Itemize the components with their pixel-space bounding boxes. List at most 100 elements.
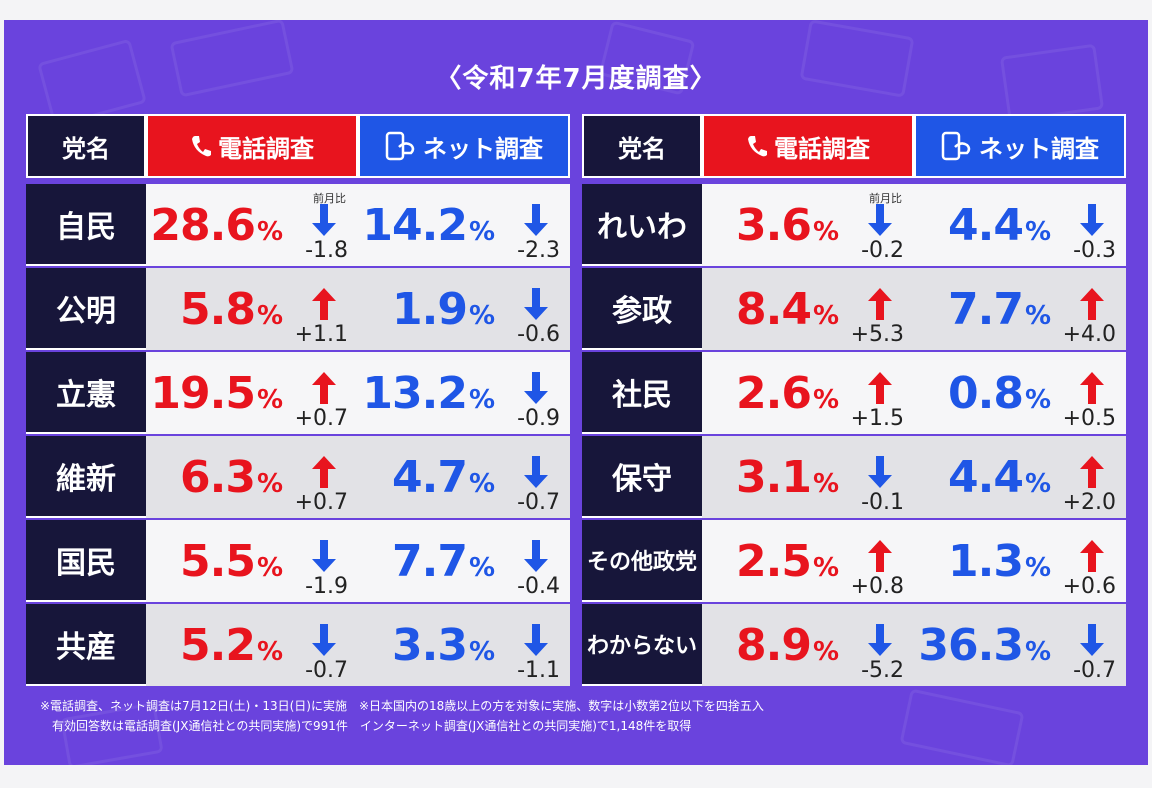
percent-unit: %	[812, 469, 839, 499]
percent-unit: %	[256, 637, 283, 667]
phone-value: 5.8%	[180, 288, 283, 332]
cell-net: 14.2% -2.3	[358, 184, 570, 266]
net-value: 7.7%	[948, 288, 1051, 332]
percent-unit: %	[1024, 217, 1051, 247]
net-value: 1.3%	[948, 540, 1051, 584]
percent-unit: %	[1024, 553, 1051, 583]
arrow-up-icon	[868, 288, 892, 320]
net-value-number: 4.7	[391, 452, 468, 503]
net-change: -0.4	[517, 574, 560, 599]
cell-net: 4.4% -0.3	[914, 184, 1126, 266]
phone-value-number: 5.5	[179, 536, 256, 587]
header-phone: 電話調査	[146, 114, 358, 178]
percent-unit: %	[468, 553, 495, 583]
percent-unit: %	[812, 217, 839, 247]
net-value-number: 14.2	[362, 200, 468, 251]
arrow-down-icon	[312, 624, 336, 656]
arrow-down-icon	[524, 456, 548, 488]
cell-net: 7.7% +4.0	[914, 268, 1126, 350]
cell-net: 1.9% -0.6	[358, 268, 570, 350]
net-change: -1.1	[517, 658, 560, 683]
phone-change: +1.5	[850, 406, 904, 431]
header-net-label: ネット調査	[423, 134, 543, 163]
net-value-number: 36.3	[918, 620, 1024, 671]
phone-value-number: 6.3	[179, 452, 256, 503]
net-change: +0.5	[1062, 406, 1116, 431]
header-net-label: ネット調査	[979, 134, 1099, 163]
phone-value-number: 28.6	[150, 200, 256, 251]
arrow-up-icon	[1080, 288, 1104, 320]
net-value: 1.9%	[392, 288, 495, 332]
percent-unit: %	[1024, 301, 1051, 331]
arrow-down-icon	[868, 624, 892, 656]
cell-net: 36.3% -0.7	[914, 604, 1126, 686]
arrow-down-icon	[312, 540, 336, 572]
arrow-down-icon	[868, 204, 892, 236]
phone-value: 8.4%	[736, 288, 839, 332]
header-phone-label: 電話調査	[218, 134, 314, 163]
percent-unit: %	[1024, 637, 1051, 667]
phone-change: -0.1	[861, 490, 904, 515]
percent-unit: %	[468, 469, 495, 499]
phone-value: 2.5%	[736, 540, 839, 584]
net-value-number: 3.3	[391, 620, 468, 671]
table-row: 参政 8.4% +5.3 7.7% +4.0	[582, 268, 1126, 352]
table-row: 自民 28.6% -1.8 前月比 14.2% -2.3	[26, 184, 570, 268]
net-value: 13.2%	[362, 372, 495, 416]
table-header: 党名 電話調査 ネット調査	[582, 114, 1126, 178]
phone-change: -5.2	[861, 658, 904, 683]
cell-phone: 2.5% +0.8	[702, 520, 914, 602]
table-row: 社民 2.6% +1.5 0.8% +0.5	[582, 352, 1126, 436]
phone-value-number: 8.9	[735, 620, 812, 671]
cell-phone: 5.8% +1.1	[146, 268, 358, 350]
percent-unit: %	[256, 385, 283, 415]
arrow-down-icon	[524, 372, 548, 404]
arrow-up-icon	[312, 456, 336, 488]
phone-change: -0.7	[305, 658, 348, 683]
party-name: 自民	[26, 184, 146, 266]
phone-change: -0.2	[861, 238, 904, 263]
cell-phone: 8.4% +5.3	[702, 268, 914, 350]
net-value: 3.3%	[392, 624, 495, 668]
net-change: +0.6	[1062, 574, 1116, 599]
arrow-down-icon	[524, 540, 548, 572]
cell-net: 7.7% -0.4	[358, 520, 570, 602]
header-party: 党名	[582, 114, 702, 178]
percent-unit: %	[812, 637, 839, 667]
table-row: わからない 8.9% -5.2 36.3% -0.7	[582, 604, 1126, 688]
header-party: 党名	[26, 114, 146, 178]
percent-unit: %	[256, 553, 283, 583]
phone-value: 2.6%	[736, 372, 839, 416]
cell-phone: 3.1% -0.1	[702, 436, 914, 518]
phone-value-number: 5.2	[179, 620, 256, 671]
cell-phone: 5.2% -0.7	[146, 604, 358, 686]
cell-net: 3.3% -1.1	[358, 604, 570, 686]
party-name: 共産	[26, 604, 146, 686]
table-row: 保守 3.1% -0.1 4.4% +2.0	[582, 436, 1126, 520]
cell-phone: 3.6% -0.2 前月比	[702, 184, 914, 266]
phone-change: +0.7	[294, 406, 348, 431]
net-value: 4.7%	[392, 456, 495, 500]
arrow-down-icon	[524, 204, 548, 236]
arrow-up-icon	[1080, 540, 1104, 572]
net-value: 7.7%	[392, 540, 495, 584]
percent-unit: %	[256, 217, 283, 247]
percent-unit: %	[812, 301, 839, 331]
cell-net: 4.7% -0.7	[358, 436, 570, 518]
header-net: ネット調査	[914, 114, 1126, 178]
net-change: +4.0	[1062, 322, 1116, 347]
table-row: 共産 5.2% -0.7 3.3% -1.1	[26, 604, 570, 688]
party-name: 維新	[26, 436, 146, 518]
net-value: 14.2%	[362, 204, 495, 248]
net-value: 36.3%	[918, 624, 1051, 668]
phone-value: 8.9%	[736, 624, 839, 668]
phone-value: 6.3%	[180, 456, 283, 500]
cell-phone: 8.9% -5.2	[702, 604, 914, 686]
percent-unit: %	[1024, 385, 1051, 415]
results-table-right: 党名 電話調査 ネット調査 れいわ 3.6% -0.2 前月比 4.4% -0.3 参政 8.…	[582, 114, 1126, 688]
table-row: 立憲 19.5% +0.7 13.2% -0.9	[26, 352, 570, 436]
percent-unit: %	[256, 469, 283, 499]
phone-value-number: 2.6	[735, 368, 812, 419]
net-value-number: 0.8	[947, 368, 1024, 419]
phone-value-number: 2.5	[735, 536, 812, 587]
